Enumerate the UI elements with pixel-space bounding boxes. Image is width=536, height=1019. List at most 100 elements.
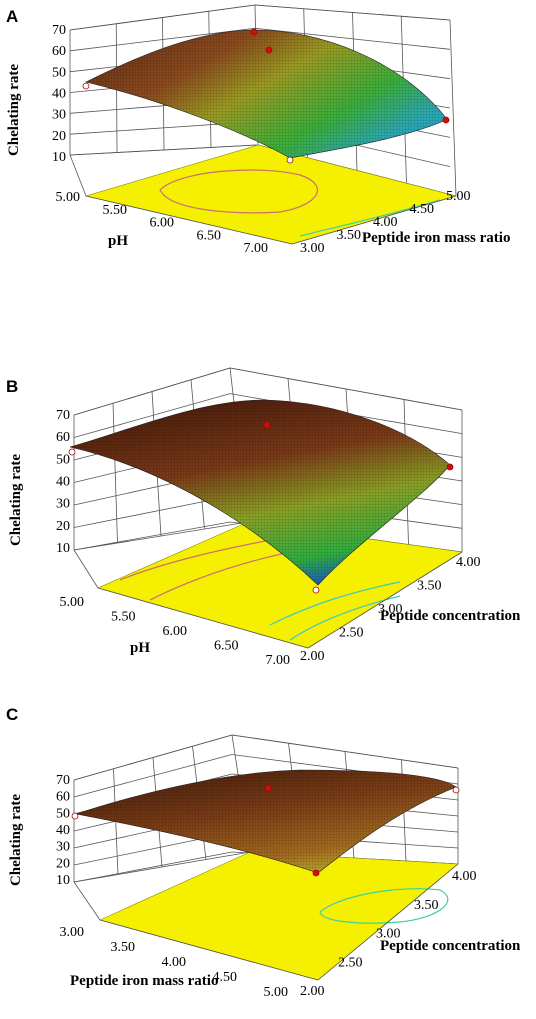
z-tick-label: 30 (56, 840, 70, 855)
z-tick-label: 40 (56, 475, 70, 490)
chart-panel-b: B 70 60 50 40 30 20 10 Chelating rate 5.00 5.50 6.0… (6, 367, 521, 668)
y-tick-label: 4.00 (452, 869, 477, 884)
y-tick-label: 4.50 (410, 202, 435, 217)
z-tick-label: 20 (52, 129, 66, 144)
panel-letter: C (6, 705, 18, 724)
x-tick-label: 5.00 (56, 190, 81, 205)
axis-line (291, 195, 457, 245)
z-tick-label: 60 (56, 790, 70, 805)
x-tick-label: 7.00 (266, 653, 291, 668)
z-tick-label: 40 (56, 823, 70, 838)
y-tick-label: 3.50 (417, 579, 442, 594)
design-point (286, 156, 294, 164)
axis-line (97, 587, 309, 649)
z-tick-label: 70 (52, 23, 66, 38)
design-point (250, 28, 258, 36)
y-tick-label: 3.00 (378, 602, 403, 617)
axis-line (73, 881, 101, 921)
y-tick-label: 3.50 (414, 898, 439, 913)
gridline (73, 495, 231, 528)
z-tick-label: 20 (56, 856, 70, 871)
design-point (82, 82, 90, 90)
z-tick-label: 20 (56, 519, 70, 534)
design-point (452, 786, 460, 794)
z-tick-label: 60 (56, 430, 70, 445)
z-tick-label: 50 (56, 806, 70, 821)
z-tick-label: 70 (56, 408, 70, 423)
axis-line (307, 551, 463, 649)
axis-line (99, 919, 319, 981)
y-tick-label: 2.00 (300, 649, 325, 664)
x-axis-label: Peptide iron mass ratio (70, 973, 218, 989)
contour-line (269, 581, 401, 626)
x-tick-label: 5.50 (111, 610, 136, 625)
chart-panel-a: A 70 60 50 40 30 20 10 Chelating rate 5.00 5.50 6.0… (6, 4, 510, 256)
design-point (265, 46, 273, 54)
y-tick-label: 3.00 (376, 927, 401, 942)
z-tick-label: 60 (52, 44, 66, 59)
z-tick-label: 30 (56, 497, 70, 512)
contour-line (299, 199, 441, 237)
y-tick-label: 4.00 (456, 555, 481, 570)
design-point (312, 869, 320, 877)
axis-line (69, 154, 87, 197)
z-tick-label: 70 (56, 773, 70, 788)
z-axis-label: Chelating rate (6, 64, 22, 156)
x-axis-label: pH (108, 233, 128, 249)
x-tick-label: 5.50 (103, 203, 128, 218)
design-point (264, 784, 272, 792)
z-tick-label: 10 (56, 873, 70, 888)
gridline (69, 144, 256, 156)
contour-line (289, 595, 401, 641)
y-axis-label: Peptide concentration (380, 608, 521, 624)
x-tick-label: 4.00 (162, 955, 187, 970)
gridline (73, 754, 233, 798)
axis-line (73, 549, 99, 589)
z-tick-label: 50 (56, 452, 70, 467)
contour-line (159, 169, 319, 214)
z-tick-label: 10 (52, 150, 66, 165)
design-point (446, 463, 454, 471)
z-axis-label: Chelating rate (8, 454, 24, 546)
y-axis-label: Peptide concentration (380, 938, 521, 954)
x-tick-label: 4.50 (213, 970, 238, 985)
axis-line (317, 863, 459, 981)
y-tick-label: 2.50 (339, 626, 364, 641)
gridline (254, 27, 451, 50)
design-point (442, 116, 450, 124)
y-tick-label: 5.00 (446, 189, 471, 204)
design-point (312, 586, 320, 594)
contour-floor (99, 851, 459, 981)
y-tick-label: 4.00 (373, 215, 398, 230)
design-point (263, 421, 271, 429)
z-tick-label: 40 (52, 87, 66, 102)
y-tick-label: 3.00 (300, 241, 325, 256)
x-tick-label: 6.00 (163, 624, 188, 639)
x-tick-label: 5.00 (264, 985, 289, 1000)
x-tick-label: 3.00 (60, 925, 85, 940)
x-tick-label: 3.50 (111, 940, 136, 955)
axis-line (85, 195, 293, 245)
contour-line (119, 539, 271, 581)
axis-line (449, 19, 457, 197)
gridline (112, 403, 118, 544)
z-axis-label: Chelating rate (8, 794, 24, 886)
panel-letter: B (6, 377, 18, 396)
panel-letter: A (6, 7, 18, 26)
x-tick-label: 6.50 (214, 639, 239, 654)
design-point (68, 448, 76, 456)
contour-line (319, 888, 449, 924)
x-tick-label: 7.00 (244, 241, 269, 256)
z-tick-label: 50 (52, 65, 66, 80)
surface-mesh (76, 770, 456, 873)
x-tick-label: 6.50 (197, 228, 222, 243)
x-tick-label: 5.00 (60, 595, 85, 610)
z-tick-label: 10 (56, 541, 70, 556)
surface-mesh (86, 30, 446, 158)
z-tick-label: 30 (52, 108, 66, 123)
y-axis-label: Peptide iron mass ratio (362, 230, 510, 246)
design-point (71, 812, 79, 820)
y-tick-label: 3.50 (337, 228, 362, 243)
